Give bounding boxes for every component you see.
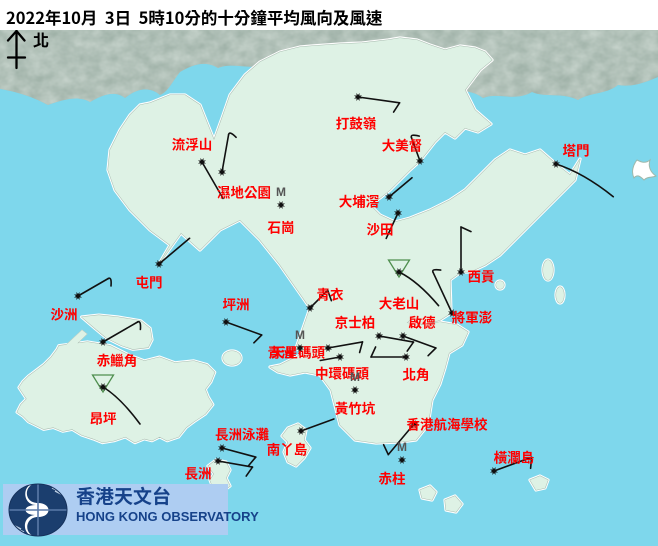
svg-text:啟德: 啟德 xyxy=(409,312,436,332)
svg-text:HONG KONG OBSERVATORY: HONG KONG OBSERVATORY xyxy=(76,509,259,524)
svg-text:沙洲: 沙洲 xyxy=(51,304,78,324)
svg-text:濕地公園: 濕地公園 xyxy=(217,182,271,202)
svg-text:石崗: 石崗 xyxy=(268,217,295,237)
svg-text:長洲: 長洲 xyxy=(185,463,212,483)
svg-text:屯門: 屯門 xyxy=(136,272,163,292)
svg-text:大老山: 大老山 xyxy=(379,293,420,313)
svg-text:M: M xyxy=(397,440,407,454)
svg-text:M: M xyxy=(276,185,286,199)
svg-text:流浮山: 流浮山 xyxy=(172,134,213,154)
svg-text:橫瀾島: 橫瀾島 xyxy=(494,447,535,467)
svg-text:長洲泳灘: 長洲泳灘 xyxy=(215,424,269,444)
svg-text:京士柏: 京士柏 xyxy=(335,312,376,332)
svg-text:香港天文台: 香港天文台 xyxy=(76,482,171,509)
svg-text:坪洲: 坪洲 xyxy=(223,294,250,314)
svg-text:沙田: 沙田 xyxy=(367,219,394,239)
svg-text:塔門: 塔門 xyxy=(563,140,590,160)
svg-text:赤柱: 赤柱 xyxy=(379,468,406,488)
svg-text:青洲: 青洲 xyxy=(268,342,295,362)
svg-text:赤鱲角: 赤鱲角 xyxy=(97,350,138,370)
svg-text:南丫島: 南丫島 xyxy=(267,439,308,459)
svg-text:北角: 北角 xyxy=(403,364,430,384)
svg-text:M: M xyxy=(350,370,360,384)
svg-text:大埔滘: 大埔滘 xyxy=(339,191,380,211)
svg-text:昂坪: 昂坪 xyxy=(90,408,117,428)
svg-text:西貢: 西貢 xyxy=(468,266,495,286)
svg-text:北: 北 xyxy=(33,30,49,51)
svg-text:香港航海學校: 香港航海學校 xyxy=(407,414,488,434)
svg-text:M: M xyxy=(295,328,305,342)
svg-text:黃竹坑: 黃竹坑 xyxy=(335,398,376,418)
svg-text:將軍澎: 將軍澎 xyxy=(452,307,493,327)
svg-text:青衣: 青衣 xyxy=(317,284,344,304)
svg-text:大美督: 大美督 xyxy=(382,135,423,155)
svg-text:打鼓嶺: 打鼓嶺 xyxy=(336,113,377,133)
svg-text:中環碼頭: 中環碼頭 xyxy=(315,363,369,383)
